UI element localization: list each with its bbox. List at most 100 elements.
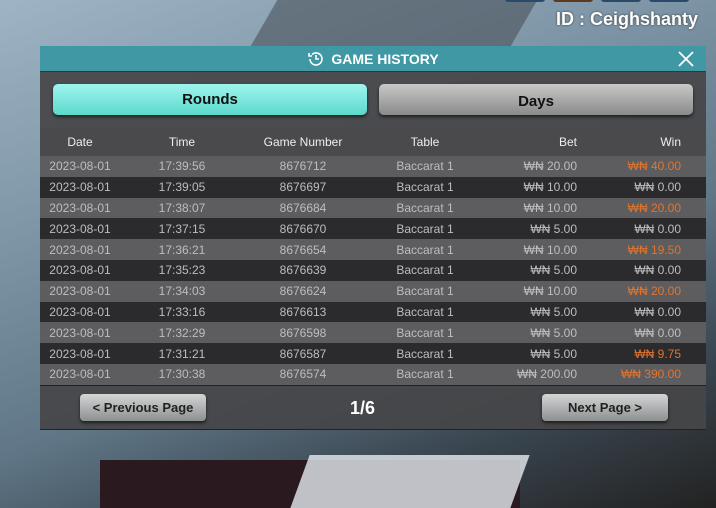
cell-bet: ₩₦ 10.00 xyxy=(523,242,577,257)
user-id: ID : Ceighshanty xyxy=(555,9,698,29)
cell-game-number: 8676697 xyxy=(279,180,327,195)
pagination: < Previous Page 1/6 Next Page > xyxy=(40,385,706,430)
cell-time: 17:36:21 xyxy=(158,242,206,257)
cell-date: 2023-08-01 xyxy=(49,367,111,382)
page-indicator: 1/6 xyxy=(350,398,376,418)
cell-date: 2023-08-01 xyxy=(49,159,111,174)
toolbar-button[interactable] xyxy=(649,0,689,2)
cell-table: Baccarat 1 xyxy=(396,325,454,340)
background-card-shoe xyxy=(290,455,530,508)
toolbar-button[interactable] xyxy=(553,0,593,2)
col-time: Time xyxy=(168,135,196,149)
cell-win: ₩₦ 20.00 xyxy=(627,284,681,299)
toolbar-button[interactable] xyxy=(505,0,545,2)
cell-game-number: 8676712 xyxy=(279,159,327,174)
cell-time: 17:32:29 xyxy=(158,325,206,340)
cell-date: 2023-08-01 xyxy=(49,242,111,257)
cell-bet: ₩₦ 5.00 xyxy=(530,346,577,361)
table-row: 2023-08-01 17:34:03 8676624 Baccarat 1 ₩₦ 10… xyxy=(40,280,706,302)
table-row: 2023-08-01 17:33:16 8676613 Baccarat 1 ₩₦ 5.… xyxy=(40,301,706,323)
cell-game-number: 8676598 xyxy=(279,325,327,340)
cell-time: 17:35:23 xyxy=(158,263,206,278)
cell-win: ₩₦ 0.00 xyxy=(634,180,681,195)
cell-bet: ₩₦ 10.00 xyxy=(523,200,577,215)
cell-game-number: 8676574 xyxy=(279,367,327,382)
dialog-header: GAME HISTORY xyxy=(40,46,706,72)
cell-game-number: 8676624 xyxy=(279,284,327,299)
cell-date: 2023-08-01 xyxy=(49,284,111,299)
cell-table: Baccarat 1 xyxy=(396,367,454,382)
table-row: 2023-08-01 17:39:56 8676712 Baccarat 1 ₩₦ 20… xyxy=(40,156,706,177)
dialog-title: GAME HISTORY xyxy=(331,50,439,67)
table-header: Date Time Game Number Table Bet Win xyxy=(40,128,706,156)
table-row: 2023-08-01 17:37:15 8676670 Baccarat 1 ₩₦ 5.… xyxy=(40,218,706,240)
tab-rounds[interactable]: Rounds xyxy=(53,84,367,115)
history-clock-icon xyxy=(308,51,324,66)
col-game-number: Game Number xyxy=(263,135,343,149)
game-history-dialog: GAME HISTORY Rounds Days Date Time Game … xyxy=(40,46,706,430)
cell-bet: ₩₦ 5.00 xyxy=(530,221,577,236)
col-date: Date xyxy=(67,135,93,149)
cell-game-number: 8676587 xyxy=(279,346,327,361)
table-row: 2023-08-01 17:35:23 8676639 Baccarat 1 ₩₦ 5.… xyxy=(40,259,706,281)
cell-bet: ₩₦ 200.00 xyxy=(516,367,577,382)
col-win: Win xyxy=(660,135,681,149)
cell-game-number: 8676684 xyxy=(279,200,327,215)
cell-win: ₩₦ 9.75 xyxy=(634,346,681,361)
cell-game-number: 8676654 xyxy=(279,242,327,257)
cell-time: 17:33:16 xyxy=(158,304,206,319)
cell-date: 2023-08-01 xyxy=(49,304,111,319)
cell-date: 2023-08-01 xyxy=(49,221,111,236)
table-row: 2023-08-01 17:32:29 8676598 Baccarat 1 ₩₦ 5.… xyxy=(40,322,706,344)
cell-time: 17:38:07 xyxy=(158,200,206,215)
next-page-button[interactable]: Next Page > xyxy=(542,394,668,421)
tab-bar: Rounds Days xyxy=(53,84,693,115)
cell-time: 17:37:15 xyxy=(158,221,206,236)
cell-bet: ₩₦ 10.00 xyxy=(523,180,577,195)
cell-date: 2023-08-01 xyxy=(49,325,111,340)
cell-win: ₩₦ 0.00 xyxy=(634,221,681,236)
cell-date: 2023-08-01 xyxy=(49,346,111,361)
cell-table: Baccarat 1 xyxy=(396,200,454,215)
cell-win: ₩₦ 0.00 xyxy=(634,325,681,340)
table-body: 2023-08-01 17:39:56 8676712 Baccarat 1 ₩₦ 20… xyxy=(40,156,706,385)
cell-time: 17:31:21 xyxy=(158,346,206,361)
table-row: 2023-08-01 17:30:38 8676574 Baccarat 1 ₩₦ 20… xyxy=(40,363,706,385)
cell-time: 17:30:38 xyxy=(158,367,206,382)
cell-win: ₩₦ 19.50 xyxy=(627,242,681,257)
cell-date: 2023-08-01 xyxy=(49,200,111,215)
cell-win: ₩₦ 0.00 xyxy=(634,304,681,319)
previous-page-button[interactable]: < Previous Page xyxy=(80,394,206,421)
cell-table: Baccarat 1 xyxy=(396,159,454,174)
table-row: 2023-08-01 17:36:21 8676654 Baccarat 1 ₩₦ 10… xyxy=(40,239,706,260)
history-table: Date Time Game Number Table Bet Win 2023… xyxy=(40,128,706,385)
top-toolbar xyxy=(505,0,689,2)
cell-table: Baccarat 1 xyxy=(396,242,454,257)
cell-bet: ₩₦ 5.00 xyxy=(530,304,577,319)
cell-table: Baccarat 1 xyxy=(396,263,454,278)
toolbar-button[interactable] xyxy=(601,0,641,2)
tab-days[interactable]: Days xyxy=(379,84,693,115)
cell-win: ₩₦ 20.00 xyxy=(627,200,681,215)
table-row: 2023-08-01 17:31:21 8676587 Baccarat 1 ₩₦ 5.… xyxy=(40,343,706,364)
cell-table: Baccarat 1 xyxy=(396,221,454,236)
cell-game-number: 8676613 xyxy=(279,304,327,319)
cell-table: Baccarat 1 xyxy=(396,346,454,361)
close-icon[interactable] xyxy=(676,49,696,69)
cell-time: 17:34:03 xyxy=(158,284,206,299)
cell-win: ₩₦ 0.00 xyxy=(634,263,681,278)
cell-game-number: 8676670 xyxy=(279,221,327,236)
cell-table: Baccarat 1 xyxy=(396,284,454,299)
cell-bet: ₩₦ 10.00 xyxy=(523,284,577,299)
cell-bet: ₩₦ 20.00 xyxy=(523,159,577,174)
col-bet: Bet xyxy=(558,135,577,149)
table-row: 2023-08-01 17:39:05 8676697 Baccarat 1 ₩₦ 10… xyxy=(40,176,706,198)
table-row: 2023-08-01 17:38:07 8676684 Baccarat 1 ₩₦ 10… xyxy=(40,197,706,219)
cell-table: Baccarat 1 xyxy=(396,180,454,195)
cell-time: 17:39:56 xyxy=(158,159,206,174)
cell-table: Baccarat 1 xyxy=(396,304,454,319)
cell-date: 2023-08-01 xyxy=(49,263,111,278)
cell-game-number: 8676639 xyxy=(279,263,327,278)
cell-date: 2023-08-01 xyxy=(49,180,111,195)
col-table: Table xyxy=(410,135,440,149)
